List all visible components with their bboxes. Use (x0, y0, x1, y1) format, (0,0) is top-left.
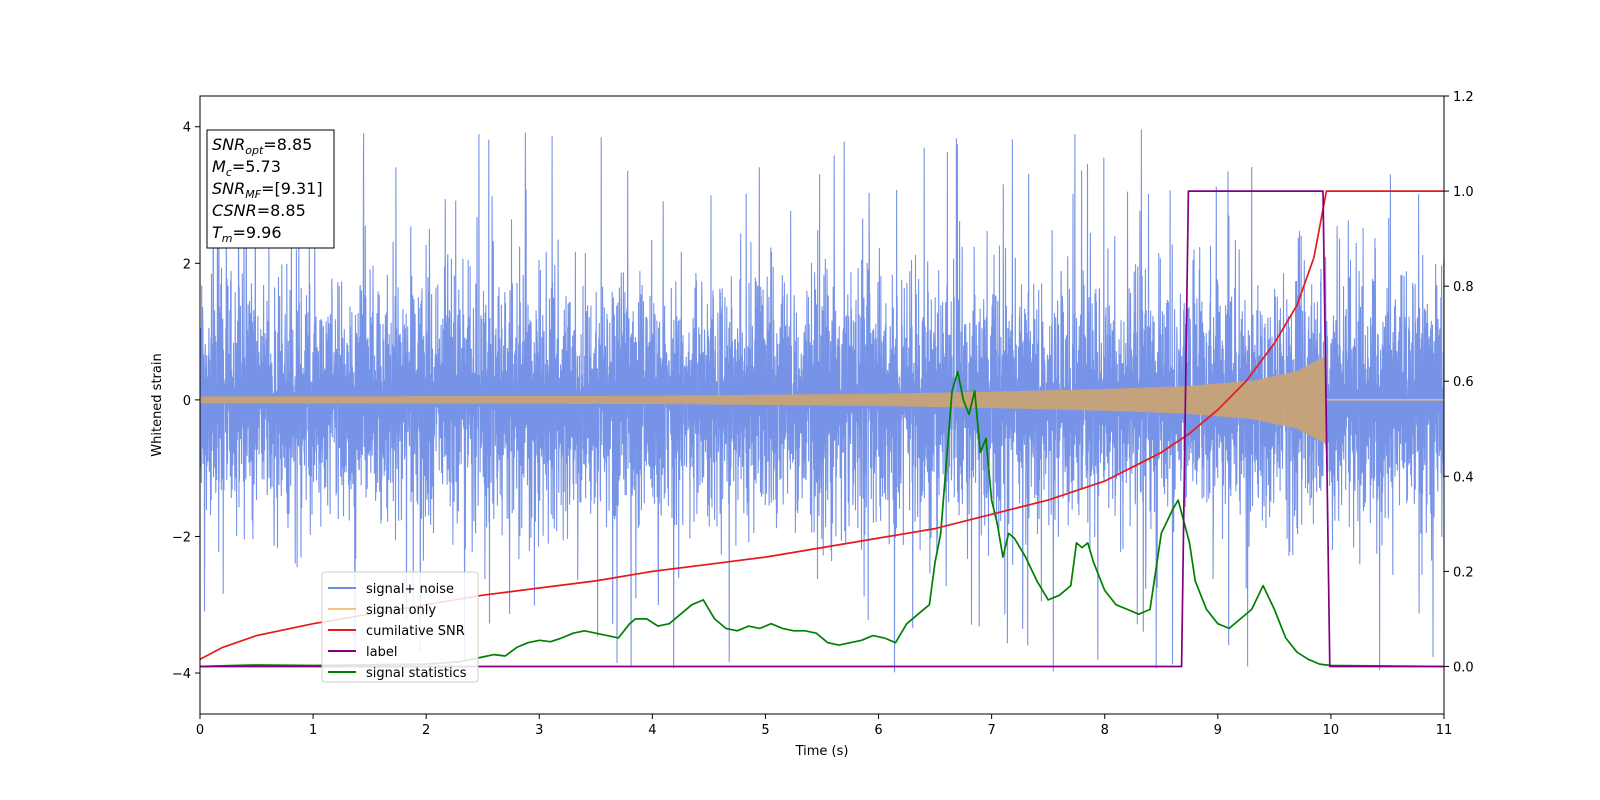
annotation-line: SNRMF=[9.31] (212, 179, 323, 201)
y2-tick-label: 1.0 (1453, 185, 1474, 200)
x-tick-label: 7 (987, 723, 995, 738)
plot-area (200, 129, 1444, 673)
x-tick-label: 8 (1101, 723, 1109, 738)
x-tick-label: 2 (422, 723, 430, 738)
x-tick-label: 5 (761, 723, 769, 738)
x-tick-label: 3 (535, 723, 543, 738)
y2-tick-label: 0.8 (1453, 280, 1474, 295)
annotation-line: Mc=5.73 (212, 157, 281, 179)
y2-tick-label: 1.2 (1453, 90, 1474, 105)
y-tick-label: 4 (183, 121, 191, 136)
series-signal-only-band (200, 355, 1327, 445)
axis-ticks: 0 1 2 3 4 5 6 7 8 9 10 11 4 2 0 −2 −4 1.2 1.0 0.8 0.6 0.4 0.2 0… (172, 90, 1474, 738)
annotation-line: Tm=9.96 (212, 223, 282, 245)
legend-entry: cumilative SNR (366, 624, 465, 639)
annotation-line: CSNR=8.85 (212, 201, 306, 220)
x-tick-label: 1 (309, 723, 317, 738)
series-signal-statistics (200, 370, 1444, 668)
x-tick-label: 6 (874, 723, 882, 738)
y2-tick-label: 0.0 (1453, 660, 1474, 675)
x-tick-label: 4 (648, 723, 656, 738)
y2-tick-label: 0.6 (1453, 375, 1474, 390)
x-axis-label: Time (s) (795, 744, 849, 759)
annotation-line: SNRopt=8.85 (212, 135, 312, 157)
y-axis-label: Whitened strain (150, 353, 165, 456)
x-tick-label: 11 (1436, 723, 1453, 738)
x-tick-label: 10 (1323, 723, 1340, 738)
y2-tick-label: 0.4 (1453, 470, 1474, 485)
series-signal-noise (200, 129, 1444, 673)
y2-tick-label: 0.2 (1453, 565, 1474, 580)
legend-entry: signal+ noise (366, 582, 454, 597)
x-tick-label: 0 (196, 723, 204, 738)
x-tick-label: 9 (1214, 723, 1222, 738)
series-label (200, 190, 1444, 668)
plot-frame (199, 95, 1445, 715)
legend-entry: signal statistics (366, 666, 467, 681)
y-tick-label: −4 (172, 667, 191, 682)
legend: signal+ noise signal only cumilative SNR la… (321, 571, 479, 683)
y-tick-label: 2 (183, 257, 191, 272)
y-tick-label: 0 (183, 394, 191, 409)
y-tick-label: −2 (172, 530, 191, 545)
legend-entry: label (366, 645, 397, 660)
legend-entry: signal only (366, 603, 436, 618)
